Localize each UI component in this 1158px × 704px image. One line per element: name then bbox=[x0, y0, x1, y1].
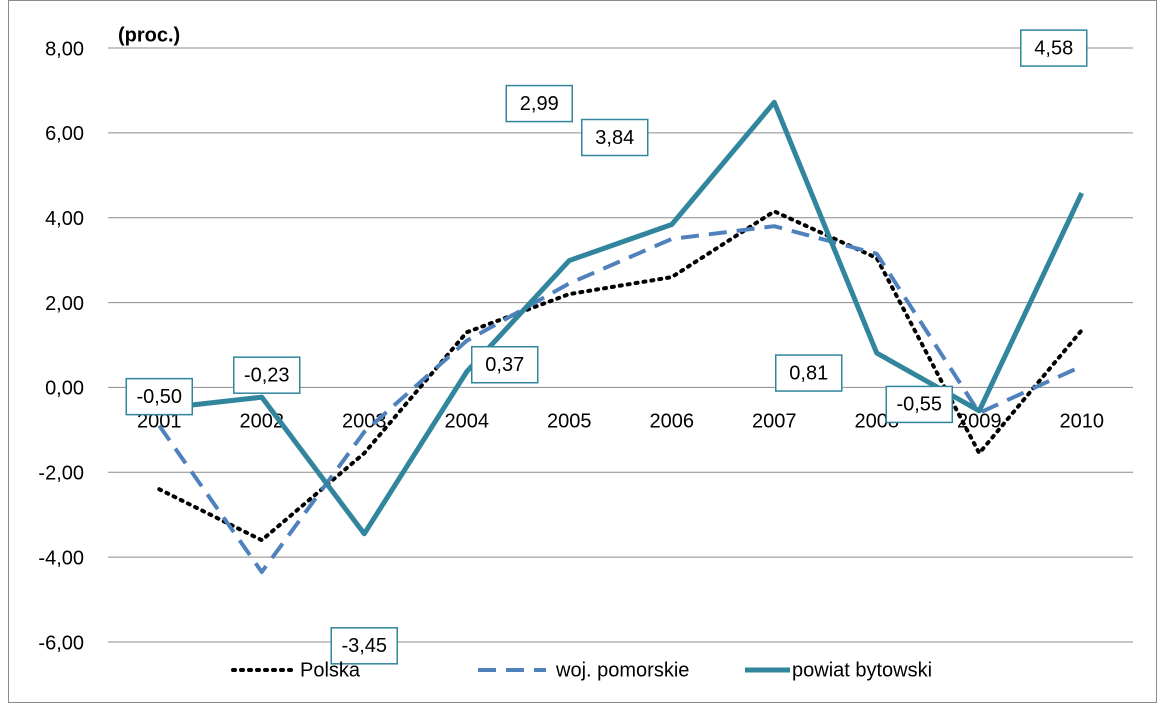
data-label-box bbox=[233, 356, 301, 394]
legend-label: powiat bytowski bbox=[792, 659, 932, 681]
data-label: 0,81 bbox=[789, 362, 828, 384]
x-tick-label: 2010 bbox=[1060, 411, 1105, 433]
y-tick-label: 8,00 bbox=[45, 38, 84, 60]
legend-label: woj. pomorskie bbox=[555, 659, 689, 681]
line-series bbox=[158, 99, 1085, 537]
chart-frame bbox=[8, 0, 1157, 703]
x-tick-label: 2003 bbox=[342, 411, 387, 433]
data-label: -3,45 bbox=[341, 635, 387, 657]
data-label-box bbox=[1020, 29, 1088, 67]
data-label-box bbox=[330, 627, 398, 665]
data-label: -0,55 bbox=[896, 394, 942, 416]
x-tick-label: 2004 bbox=[445, 411, 490, 433]
x-tick-label: 2002 bbox=[240, 411, 285, 433]
x-tick-label: 2006 bbox=[650, 411, 695, 433]
data-label-box bbox=[885, 385, 953, 424]
data-label-box bbox=[505, 84, 573, 123]
x-tick-label: 2001 bbox=[137, 411, 182, 433]
y-tick-label: 6,00 bbox=[45, 123, 84, 145]
y-tick-label: 4,00 bbox=[45, 208, 84, 230]
line-series bbox=[157, 209, 1084, 543]
line-series bbox=[157, 224, 1083, 574]
data-label: -0,23 bbox=[244, 364, 290, 386]
data-label: 0,37 bbox=[485, 354, 524, 376]
data-label-box bbox=[775, 354, 843, 392]
y-axis-label: (proc.) bbox=[118, 24, 180, 46]
x-tick-label: 2005 bbox=[547, 411, 592, 433]
y-tick-label: 2,00 bbox=[45, 293, 84, 315]
y-tick-label: 0,00 bbox=[45, 378, 84, 400]
y-tick-label: -2,00 bbox=[38, 463, 84, 485]
legend-label: Polska bbox=[300, 659, 361, 681]
y-tick-label: -4,00 bbox=[38, 547, 84, 569]
y-tick-label: -6,00 bbox=[38, 632, 84, 654]
data-label: 2,99 bbox=[520, 93, 559, 115]
data-label: 3,84 bbox=[595, 127, 634, 149]
data-label-box bbox=[581, 118, 649, 157]
data-label-box bbox=[125, 377, 193, 416]
x-tick-label: 2007 bbox=[752, 411, 797, 433]
data-label: -0,50 bbox=[136, 386, 182, 408]
data-label: 4,58 bbox=[1034, 37, 1073, 59]
x-tick-label: 2009 bbox=[957, 411, 1002, 433]
data-label-box bbox=[471, 345, 539, 384]
